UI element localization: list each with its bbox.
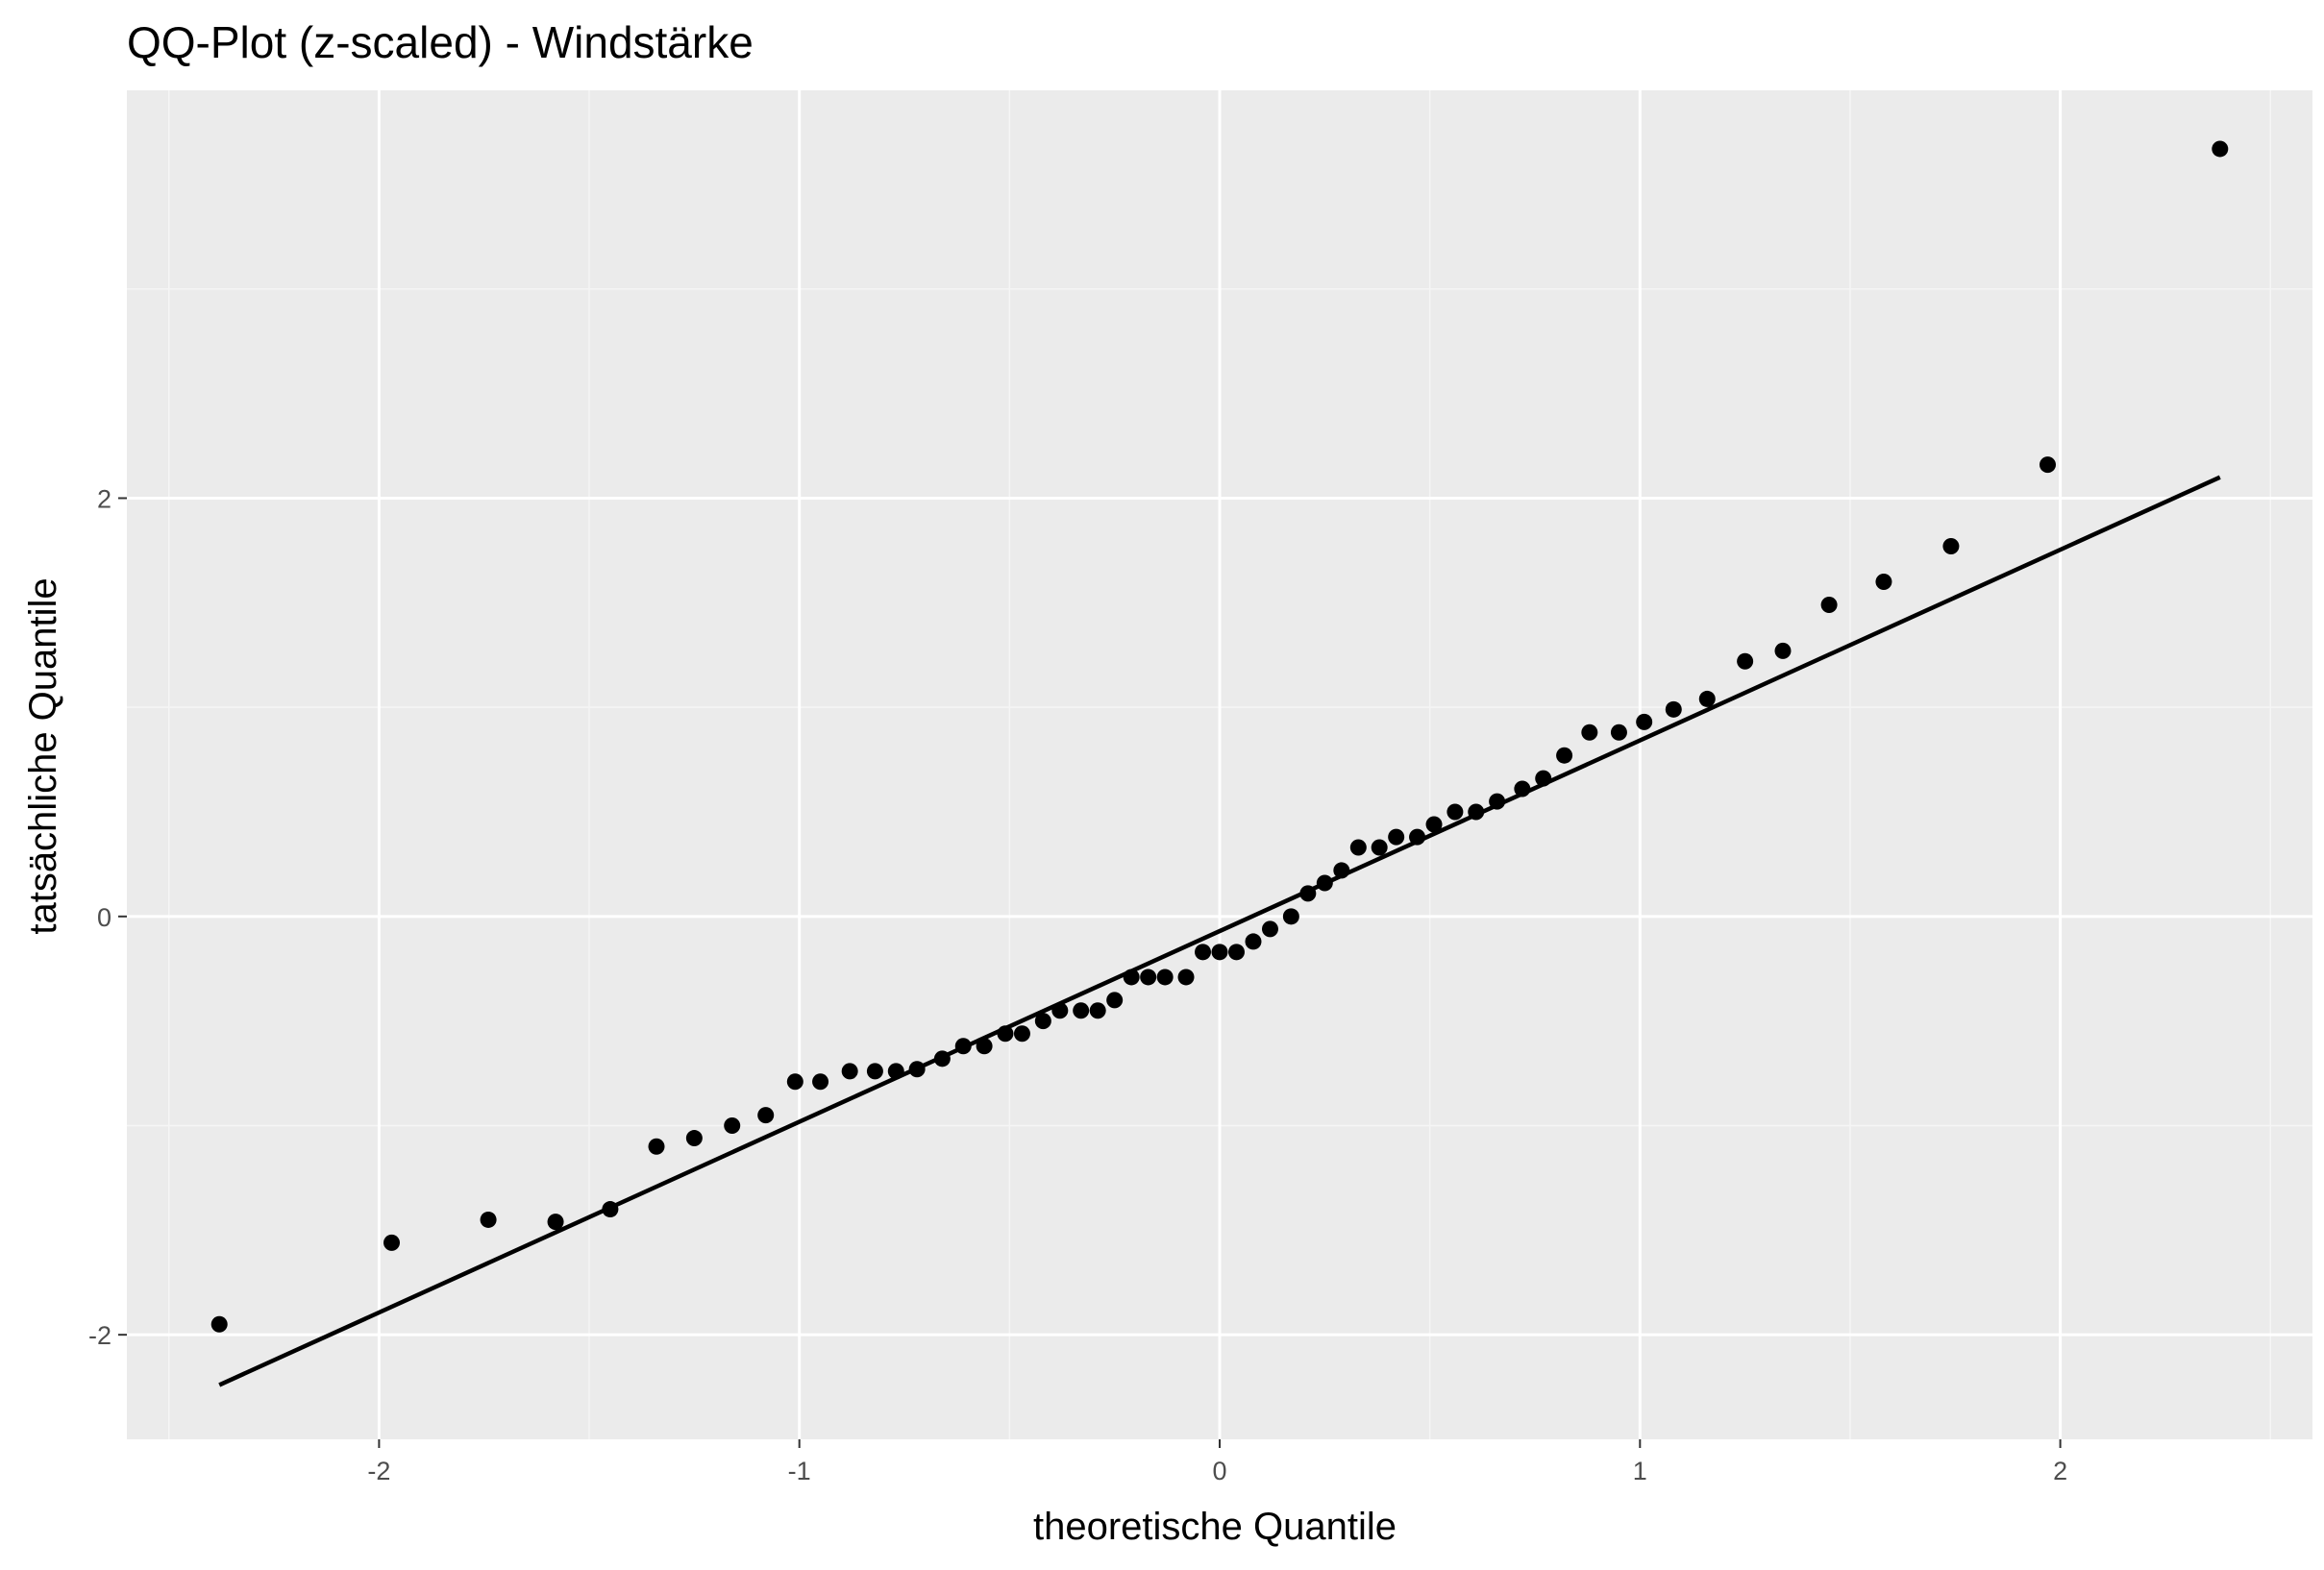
data-point bbox=[908, 1061, 926, 1078]
data-point bbox=[1195, 944, 1212, 961]
data-point bbox=[1942, 538, 1960, 555]
data-point bbox=[1227, 944, 1245, 961]
data-point bbox=[2212, 140, 2229, 158]
data-points bbox=[210, 140, 2229, 1333]
x-tick-label: -1 bbox=[788, 1457, 811, 1485]
data-point bbox=[1446, 803, 1464, 821]
data-point bbox=[976, 1038, 993, 1055]
data-point bbox=[1665, 700, 1682, 718]
data-point bbox=[1468, 803, 1485, 821]
data-point bbox=[1140, 969, 1157, 986]
data-point bbox=[1820, 596, 1838, 613]
x-tick-label: 0 bbox=[1212, 1457, 1226, 1485]
data-point bbox=[1316, 874, 1333, 892]
reference-line-layer bbox=[218, 475, 2221, 1387]
data-point bbox=[1371, 839, 1388, 856]
data-point bbox=[1282, 908, 1299, 925]
data-point bbox=[1581, 724, 1598, 741]
data-point bbox=[1245, 933, 1262, 950]
data-point bbox=[602, 1201, 619, 1218]
data-point bbox=[480, 1211, 497, 1228]
data-point bbox=[1489, 793, 1506, 810]
data-point bbox=[887, 1063, 904, 1080]
data-point bbox=[841, 1063, 858, 1080]
data-point bbox=[724, 1116, 741, 1134]
data-point bbox=[648, 1138, 665, 1155]
data-point bbox=[1698, 690, 1716, 707]
data-point bbox=[1051, 1002, 1069, 1019]
y-tick-label: 2 bbox=[97, 484, 111, 513]
data-point bbox=[1211, 944, 1228, 961]
data-point bbox=[1156, 969, 1174, 986]
chart-title: QQ-Plot (z-scaled) - Windstärke bbox=[127, 17, 754, 67]
data-point bbox=[1177, 969, 1195, 986]
data-point bbox=[933, 1050, 951, 1067]
data-point bbox=[1089, 1002, 1106, 1019]
data-point bbox=[1409, 828, 1426, 846]
data-point bbox=[954, 1038, 972, 1055]
data-point bbox=[1034, 1013, 1051, 1030]
data-point bbox=[1535, 770, 1552, 787]
data-point bbox=[1106, 992, 1124, 1009]
data-point bbox=[1261, 920, 1278, 938]
data-point bbox=[1073, 1002, 1090, 1019]
x-axis-title: theoretische Quantile bbox=[1033, 1506, 1397, 1548]
data-point bbox=[210, 1315, 228, 1333]
data-point bbox=[1299, 885, 1317, 902]
grid-lines bbox=[127, 90, 2312, 1439]
x-tick-label: 2 bbox=[2053, 1457, 2067, 1485]
data-point bbox=[2039, 456, 2056, 474]
data-point bbox=[1425, 816, 1443, 833]
y-axis-ticks: -2 0 2 bbox=[88, 484, 127, 1350]
data-point bbox=[685, 1130, 703, 1147]
x-tick-label: -2 bbox=[367, 1457, 390, 1485]
data-point bbox=[1514, 780, 1531, 797]
data-point bbox=[1123, 969, 1140, 986]
data-point bbox=[1333, 862, 1350, 879]
data-point bbox=[1737, 652, 1754, 670]
data-point bbox=[1774, 642, 1792, 659]
y-tick-label: 0 bbox=[97, 903, 111, 932]
data-point bbox=[1610, 724, 1627, 741]
qq-reference-line bbox=[218, 475, 2221, 1387]
data-point bbox=[1875, 574, 1892, 591]
data-point bbox=[997, 1025, 1014, 1043]
y-tick-label: -2 bbox=[88, 1321, 111, 1350]
data-point bbox=[1013, 1025, 1030, 1043]
data-point bbox=[547, 1214, 564, 1231]
data-point bbox=[757, 1107, 775, 1124]
data-point bbox=[866, 1063, 883, 1080]
x-tick-label: 1 bbox=[1633, 1457, 1647, 1485]
y-axis-title: tatsächliche Quantile bbox=[22, 577, 64, 934]
data-point bbox=[786, 1073, 804, 1091]
data-point bbox=[1388, 828, 1405, 846]
data-point bbox=[1556, 747, 1573, 764]
data-point bbox=[812, 1073, 829, 1091]
data-point bbox=[1636, 713, 1653, 730]
x-axis-ticks: -2 -1 0 1 2 bbox=[367, 1439, 2067, 1485]
data-point bbox=[1349, 839, 1367, 856]
data-point bbox=[383, 1234, 401, 1251]
